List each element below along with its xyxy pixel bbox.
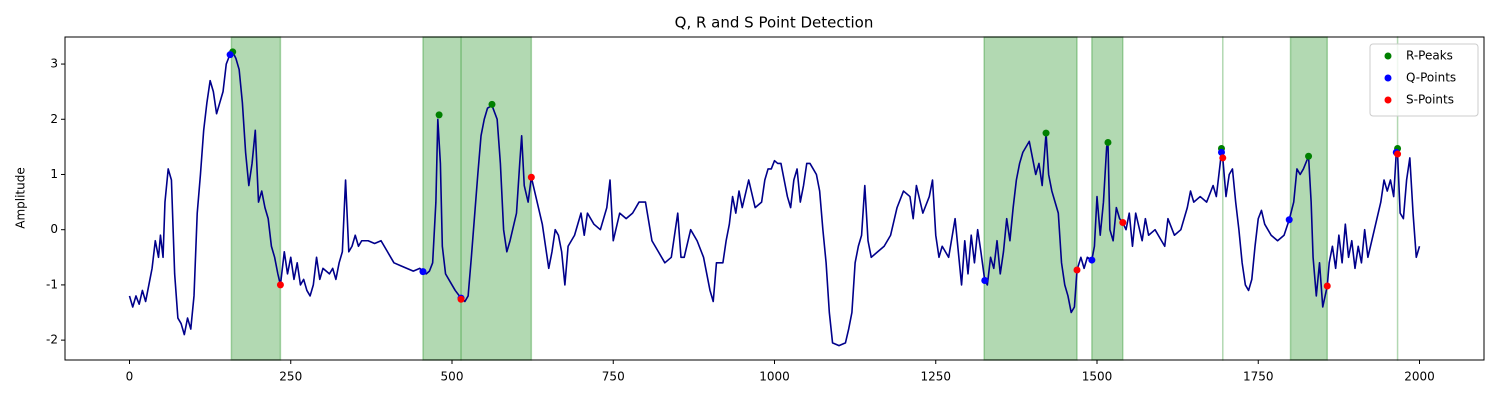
highlight-span <box>983 36 1078 361</box>
legend-label: R-Peaks <box>1406 49 1453 63</box>
axes-frame <box>64 36 1485 361</box>
y-tick-label: 0 <box>50 222 58 236</box>
x-tick-label: 250 <box>279 370 302 384</box>
point-marker <box>488 100 496 108</box>
x-tick-label: 1250 <box>920 370 951 384</box>
point-marker <box>1119 219 1127 227</box>
point-marker <box>1042 129 1050 137</box>
y-tick-label: -2 <box>46 333 58 347</box>
point-marker <box>457 295 465 303</box>
y-tick-label: 2 <box>50 112 58 126</box>
point-marker <box>1073 266 1081 274</box>
x-tick-label: 500 <box>441 370 464 384</box>
point-marker <box>1305 152 1313 160</box>
legend-marker <box>1384 52 1392 60</box>
point-marker <box>435 111 443 119</box>
x-tick-label: 1500 <box>1082 370 1113 384</box>
signal-line <box>128 51 1421 347</box>
x-tick-label: 0 <box>126 370 134 384</box>
x-tick-label: 2000 <box>1404 370 1435 384</box>
point-marker <box>1088 256 1096 264</box>
point-marker <box>226 51 234 59</box>
legend-label: S-Points <box>1406 93 1454 107</box>
x-tick-label: 750 <box>602 370 625 384</box>
point-marker <box>1104 138 1112 146</box>
point-marker <box>527 173 535 181</box>
legend-label: Q-Points <box>1406 71 1456 85</box>
y-tick-label: -1 <box>46 277 58 291</box>
highlight-span <box>1289 36 1329 361</box>
point-marker <box>276 281 284 289</box>
point-marker <box>419 268 427 276</box>
point-marker <box>1219 154 1227 162</box>
legend-marker <box>1384 96 1392 104</box>
point-marker <box>1394 150 1402 158</box>
legend-marker <box>1384 74 1392 82</box>
x-tick-label: 1750 <box>1243 370 1274 384</box>
legend-box <box>1369 43 1479 117</box>
point-marker <box>1217 148 1225 156</box>
point-marker <box>1285 216 1293 224</box>
highlight-span <box>422 36 533 361</box>
point-marker <box>1323 282 1331 290</box>
highlight-span <box>230 36 282 361</box>
x-tick-label: 1000 <box>759 370 790 384</box>
y-tick-label: 3 <box>50 57 58 71</box>
chart-title: Q, R and S Point Detection <box>675 14 874 32</box>
y-axis-label: Amplitude <box>14 167 28 229</box>
y-tick-label: 1 <box>50 167 58 181</box>
point-marker <box>981 276 989 284</box>
